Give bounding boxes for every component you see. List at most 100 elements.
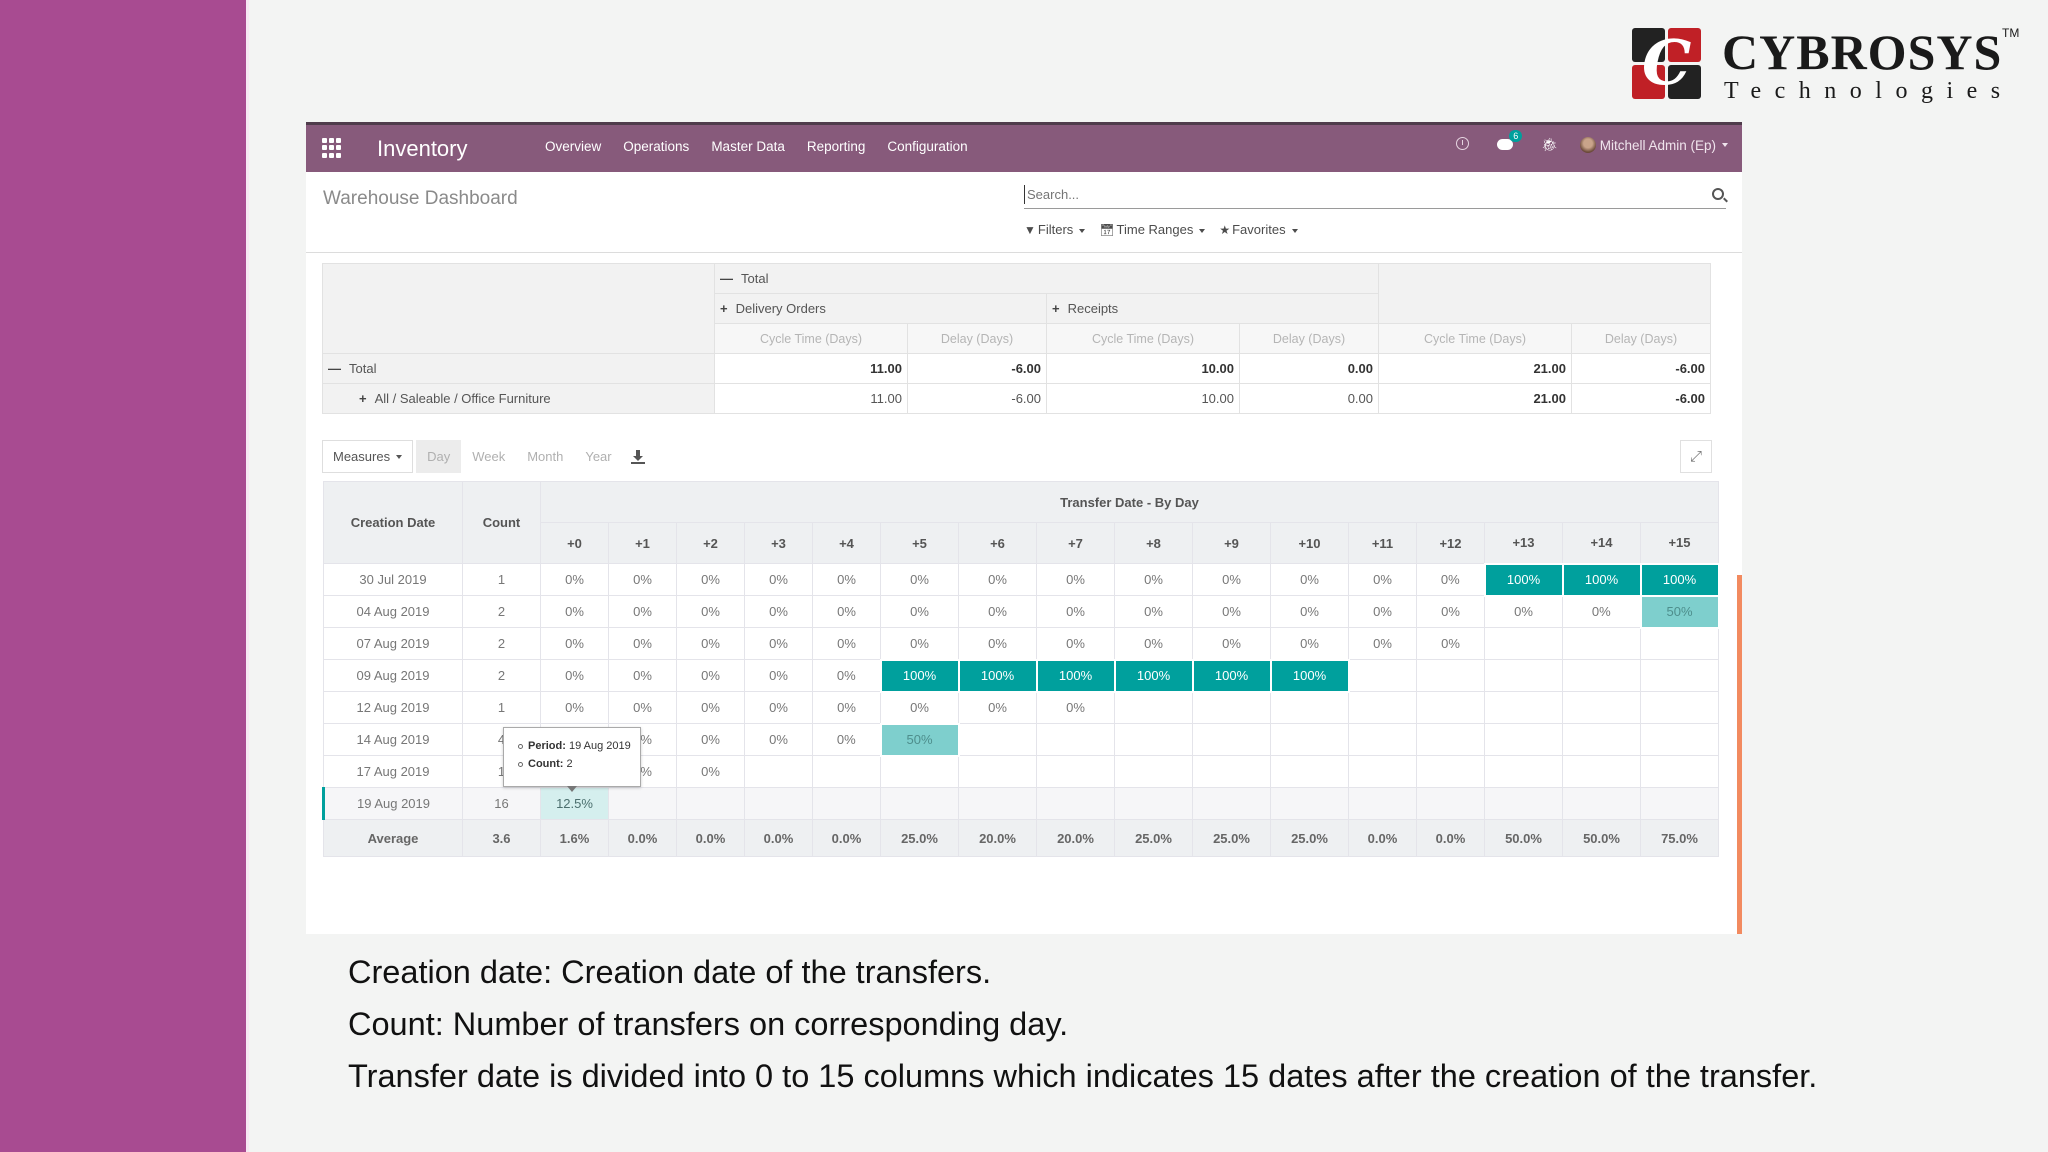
cohort-cell[interactable]: 0% (1114, 563, 1193, 596)
cohort-cell[interactable]: 0% (1416, 595, 1485, 628)
pivot-col-total[interactable]: — Total (714, 263, 1379, 294)
messages-icon[interactable]: 6 (1497, 129, 1523, 153)
cohort-cell[interactable]: 12.5% (540, 787, 609, 820)
cohort-cell[interactable]: 0% (1036, 595, 1115, 628)
measures-dropdown[interactable]: Measures (322, 440, 414, 473)
cohort-cell[interactable]: 0% (1036, 691, 1115, 724)
cohort-cell[interactable]: 0% (1192, 627, 1271, 660)
cohort-cell[interactable]: 0% (1348, 563, 1417, 596)
menu-master-data[interactable]: Master Data (711, 139, 785, 154)
cohort-cell[interactable]: 0% (676, 691, 745, 724)
activity-clock-icon[interactable] (1456, 137, 1470, 153)
cohort-cell[interactable]: 0% (958, 563, 1037, 596)
cohort-cell[interactable]: 0% (608, 595, 677, 628)
cohort-cell[interactable]: 0% (880, 691, 959, 724)
cohort-cell[interactable]: 0% (1484, 595, 1563, 628)
measure-header[interactable]: Cycle Time (Days) (714, 323, 908, 354)
cohort-cell[interactable]: 0% (676, 563, 745, 596)
cohort-cell[interactable]: 0% (1114, 595, 1193, 628)
cohort-cell[interactable]: 0% (812, 563, 881, 596)
cohort-cell[interactable]: 50% (1639, 594, 1720, 629)
cohort-cell[interactable]: 0% (744, 563, 813, 596)
cohort-cell[interactable]: 100% (957, 658, 1038, 693)
cohort-cell[interactable]: 0% (744, 595, 813, 628)
cohort-cell[interactable]: 0% (744, 627, 813, 660)
cohort-cell[interactable]: 100% (1191, 658, 1272, 693)
app-name[interactable]: Inventory (377, 136, 468, 161)
cohort-cell[interactable]: 0% (1416, 627, 1485, 660)
menu-reporting[interactable]: Reporting (806, 139, 866, 154)
search-input[interactable] (1024, 185, 1684, 204)
cohort-cell[interactable]: 0% (676, 595, 745, 628)
pivot-row-header[interactable]: + All / Saleable / Office Furniture (322, 383, 715, 414)
cohort-cell[interactable]: 0% (608, 691, 677, 724)
cohort-cell[interactable]: 50% (879, 722, 960, 757)
menu-overview[interactable]: Overview (545, 139, 602, 154)
cohort-cell[interactable]: 100% (1639, 562, 1720, 597)
user-menu[interactable]: Mitchell Admin (Ep) (1579, 137, 1728, 153)
measure-header[interactable]: Delay (Days) (1239, 323, 1379, 354)
cohort-cell[interactable]: 0% (540, 563, 609, 596)
cohort-cell[interactable]: 0% (1416, 563, 1485, 596)
cohort-cell[interactable]: 0% (812, 691, 881, 724)
cohort-cell[interactable]: 0% (676, 723, 745, 756)
cohort-cell[interactable]: 100% (1483, 562, 1564, 597)
cohort-cell[interactable]: 0% (880, 627, 959, 660)
measure-header[interactable]: Cycle Time (Days) (1378, 323, 1572, 354)
cohort-cell[interactable]: 0% (1270, 627, 1349, 660)
download-icon[interactable] (630, 449, 645, 464)
period-week-button[interactable]: Week (472, 449, 506, 464)
vertical-scrollbar[interactable] (1737, 575, 1742, 934)
pivot-col-delivery-orders[interactable]: + Delivery Orders (714, 293, 1047, 324)
measure-header[interactable]: Delay (Days) (1571, 323, 1711, 354)
cohort-cell[interactable]: 0% (812, 595, 881, 628)
cohort-cell[interactable]: 0% (958, 627, 1037, 660)
cohort-cell[interactable]: 0% (540, 659, 609, 692)
cohort-cell[interactable]: 0% (744, 723, 813, 756)
cohort-cell[interactable]: 0% (1192, 595, 1271, 628)
cohort-cell[interactable]: 0% (958, 595, 1037, 628)
cohort-cell[interactable]: 0% (676, 627, 745, 660)
cohort-cell[interactable]: 0% (540, 595, 609, 628)
measure-header[interactable]: Delay (Days) (907, 323, 1047, 354)
cohort-cell[interactable]: 0% (1036, 563, 1115, 596)
cohort-cell[interactable]: 0% (880, 563, 959, 596)
apps-grid-icon[interactable] (322, 138, 342, 158)
cohort-cell[interactable]: 0% (812, 723, 881, 756)
search-icon[interactable] (1712, 188, 1724, 200)
period-year-button[interactable]: Year (585, 449, 612, 464)
cohort-cell[interactable]: 0% (1036, 627, 1115, 660)
cohort-cell[interactable]: 0% (1114, 627, 1193, 660)
cohort-cell[interactable]: 0% (1348, 627, 1417, 660)
menu-configuration[interactable]: Configuration (887, 139, 968, 154)
pivot-row-header[interactable]: — Total (322, 353, 715, 384)
debug-bug-icon[interactable]: 🐞︎ (1541, 137, 1558, 152)
cohort-cell[interactable]: 0% (676, 755, 745, 788)
period-day-button[interactable]: Day (416, 440, 462, 473)
cohort-cell[interactable]: 100% (1113, 658, 1194, 693)
cohort-cell[interactable]: 0% (880, 595, 959, 628)
time-ranges-dropdown[interactable]: 📅︎ Time Ranges (1099, 222, 1206, 237)
measure-header[interactable]: Cycle Time (Days) (1046, 323, 1240, 354)
menu-operations[interactable]: Operations (623, 139, 690, 154)
cohort-cell[interactable]: 100% (879, 658, 960, 693)
cohort-cell[interactable]: 0% (744, 691, 813, 724)
cohort-cell[interactable]: 0% (812, 659, 881, 692)
cohort-cell[interactable]: 0% (744, 659, 813, 692)
cohort-cell[interactable]: 0% (812, 627, 881, 660)
cohort-cell[interactable]: 0% (1270, 595, 1349, 628)
cohort-cell[interactable]: 0% (540, 691, 609, 724)
cohort-cell[interactable]: 0% (608, 627, 677, 660)
cohort-cell[interactable]: 0% (1562, 595, 1641, 628)
period-month-button[interactable]: Month (527, 449, 564, 464)
pivot-col-receipts[interactable]: + Receipts (1046, 293, 1379, 324)
cohort-cell[interactable]: 0% (958, 691, 1037, 724)
cohort-cell[interactable]: 0% (1192, 563, 1271, 596)
cohort-cell[interactable]: 0% (1270, 563, 1349, 596)
fullscreen-expand-icon[interactable]: ⤢ (1680, 440, 1712, 473)
cohort-cell[interactable]: 0% (1348, 595, 1417, 628)
cohort-cell[interactable]: 100% (1561, 562, 1642, 597)
favorites-dropdown[interactable]: ★ Favorites (1219, 222, 1298, 237)
cohort-cell[interactable]: 0% (676, 659, 745, 692)
cohort-cell[interactable]: 100% (1269, 658, 1350, 693)
